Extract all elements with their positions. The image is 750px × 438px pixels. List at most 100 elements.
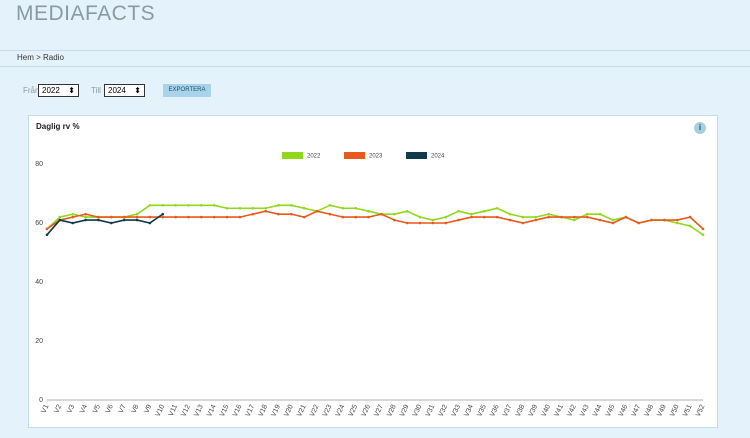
legend-swatch — [344, 152, 365, 159]
data-point — [58, 215, 62, 219]
x-tick-label: V15 — [219, 404, 231, 418]
data-point — [598, 218, 602, 222]
data-point — [328, 212, 332, 216]
data-point — [225, 215, 229, 219]
x-tick-label: V1 — [41, 404, 51, 415]
data-point — [585, 212, 589, 216]
x-tick-label: V18 — [258, 404, 270, 418]
data-point — [418, 215, 422, 219]
export-button[interactable]: EXPORTERA — [163, 84, 211, 97]
data-point — [251, 206, 255, 210]
data-point — [161, 215, 165, 219]
data-point — [264, 206, 267, 210]
x-tick-label: V34 — [463, 404, 475, 418]
data-point — [483, 215, 486, 219]
data-point — [341, 206, 345, 210]
x-tick-label: V21 — [296, 404, 308, 418]
x-tick-label: V40 — [541, 404, 553, 418]
data-point — [367, 215, 370, 219]
x-tick-label: V2 — [53, 404, 63, 415]
y-tick-label: 20 — [35, 338, 43, 345]
x-tick-label: V20 — [283, 404, 295, 418]
x-tick-label: V32 — [438, 404, 450, 418]
data-point — [418, 221, 422, 225]
y-tick-label: 40 — [35, 279, 43, 286]
data-point — [84, 218, 87, 222]
data-point — [624, 215, 628, 219]
data-point — [354, 215, 358, 219]
y-tick-label: 0 — [39, 397, 43, 404]
data-point — [264, 209, 267, 213]
x-tick-label: V12 — [180, 404, 192, 418]
data-point — [521, 215, 525, 219]
data-point — [84, 215, 87, 219]
x-tick-label: V23 — [322, 404, 334, 418]
from-select[interactable]: 2022 — [38, 84, 79, 97]
data-point — [534, 218, 538, 222]
data-point — [122, 218, 126, 222]
data-point — [45, 227, 49, 231]
x-tick-label: V26 — [360, 404, 372, 418]
data-point — [495, 206, 499, 210]
data-point — [341, 215, 345, 219]
logo[interactable]: MEDIAFACTS — [16, 2, 156, 25]
data-point — [122, 215, 126, 219]
data-point — [225, 206, 229, 210]
data-point — [573, 215, 576, 219]
data-point — [251, 212, 255, 216]
data-point — [315, 209, 319, 213]
data-point — [110, 215, 113, 219]
data-point — [58, 218, 62, 222]
info-icon[interactable]: i — [694, 122, 706, 134]
data-point — [547, 215, 550, 219]
data-point — [598, 212, 602, 216]
data-point — [71, 221, 75, 225]
data-point — [71, 215, 75, 219]
x-tick-label: V42 — [566, 404, 578, 418]
data-point — [212, 204, 216, 207]
x-tick-label: V38 — [515, 404, 527, 418]
x-tick-label: V39 — [528, 404, 540, 418]
x-tick-label: V50 — [669, 404, 681, 418]
data-point — [277, 204, 280, 207]
chart-card — [28, 115, 718, 428]
data-point — [200, 204, 203, 207]
data-point — [392, 218, 396, 222]
y-tick-label: 80 — [35, 161, 43, 168]
x-tick-label: V13 — [193, 404, 205, 418]
x-tick-label: V19 — [270, 404, 282, 418]
data-point — [135, 218, 139, 222]
data-point — [470, 215, 473, 219]
breadcrumb[interactable]: Hem > Radio — [17, 53, 64, 62]
to-select[interactable]: 2024 — [104, 84, 145, 97]
series-line — [46, 213, 164, 236]
data-point — [508, 218, 512, 222]
data-point — [688, 215, 692, 219]
data-point — [663, 218, 666, 222]
x-tick-label: V5 — [92, 404, 102, 415]
x-tick-label: V16 — [232, 404, 244, 418]
data-point — [573, 218, 576, 222]
data-point — [135, 215, 139, 219]
x-tick-label: V28 — [386, 404, 398, 418]
x-tick-label: V52 — [695, 404, 707, 418]
data-point — [444, 221, 448, 225]
chart-title: Daglig rv % — [36, 122, 80, 131]
x-tick-label: V30 — [412, 404, 424, 418]
data-point — [45, 233, 49, 237]
data-point — [534, 215, 538, 219]
data-point — [508, 212, 512, 216]
data-point — [238, 206, 242, 210]
data-point — [675, 221, 679, 225]
data-point — [97, 215, 100, 219]
data-point — [174, 215, 177, 219]
data-point — [405, 221, 409, 225]
x-tick-label: V33 — [450, 404, 462, 418]
data-point — [148, 204, 152, 207]
x-tick-label: V11 — [168, 404, 179, 418]
data-point — [302, 206, 306, 210]
from-label: Från — [23, 86, 40, 95]
data-point — [585, 215, 589, 219]
